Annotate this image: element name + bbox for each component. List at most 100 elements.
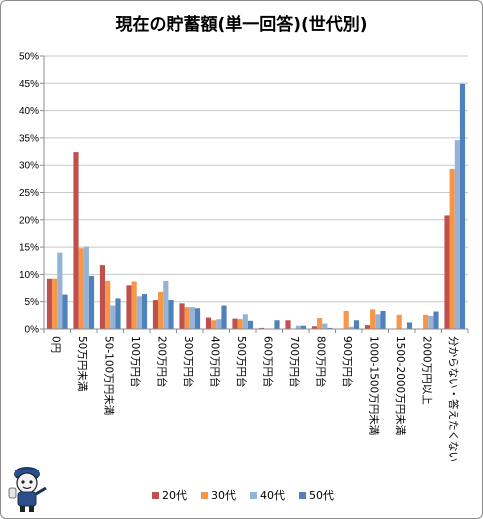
bar [300,325,307,329]
bars [46,83,466,329]
bar [364,325,371,329]
gridlines [44,55,468,303]
legend-item: 30代 [201,487,236,503]
bar [163,280,169,329]
x-category-label: 600万円台 [261,336,274,388]
x-category-label: 0円 [49,336,61,353]
legend-label: 30代 [211,489,236,502]
bar [110,305,116,329]
bar [327,327,333,329]
bar [454,140,460,329]
y-tick-label: 10% [19,270,39,281]
x-category-label: 1000-1500万円未満 [367,336,379,436]
bar [247,320,254,329]
y-tick-label: 25% [19,188,39,199]
bar [168,300,174,329]
bar [311,326,318,329]
bar [62,294,68,329]
bar [136,296,142,329]
x-category-label: 200万円台 [155,336,168,388]
bar [184,307,190,329]
x-category-label: 2000万円以上 [420,336,432,405]
bar [353,320,360,329]
bar [274,320,280,329]
y-axis-ticks: 0% 5% 10% 15% 20% 25% 30% 35% 40% 45% 50% [19,52,39,336]
y-tick-label: 50% [19,52,39,63]
bar [105,280,111,329]
bar [317,318,323,329]
bar [194,308,201,329]
legend-swatch [152,491,159,499]
bar [126,285,132,329]
bar [83,246,89,329]
bar [428,315,434,329]
legend-label: 20代 [162,489,187,502]
bar [258,327,265,329]
x-category-label: 400万円台 [208,336,221,388]
axes [40,55,469,333]
bar [158,291,164,329]
bar [370,309,376,329]
bar [285,320,291,329]
bar [216,319,222,329]
bar [295,325,301,329]
bar [444,215,450,329]
bar [88,276,95,329]
mascot-logo [8,467,47,512]
legend-swatch [299,491,306,499]
bar [189,307,195,329]
bar [322,323,328,329]
chart-title: 現在の貯蓄額(単一回答)(世代別) [115,15,368,35]
x-category-label: 300万円台 [182,336,195,388]
legend-label: 50代 [309,489,334,502]
bar [115,298,121,329]
y-tick-label: 30% [19,161,39,172]
bar [242,314,248,329]
y-tick-label: 20% [19,215,39,226]
y-tick-label: 40% [19,106,39,117]
y-tick-label: 5% [25,297,40,308]
bar [348,326,354,329]
x-category-label: 50万円未満 [76,336,88,392]
legend-item: 20代 [152,487,187,503]
x-category-label: 500万円台 [235,336,248,388]
bar [52,278,58,329]
bar [205,317,212,329]
bar [131,281,137,329]
x-category-label: 100万円台 [129,336,142,388]
x-category-label: 50-100万円未満 [102,336,114,416]
bar [152,300,159,329]
bar [179,303,185,329]
bar [375,314,381,329]
bar [141,294,148,329]
x-category-label: 1500-2000万円未満 [394,336,406,436]
x-category-label: 800万円台 [314,336,327,388]
bar [221,305,227,329]
y-tick-label: 0% [25,325,40,336]
x-category-label: 900万円台 [341,336,354,388]
bar [396,314,402,329]
legend-swatch [201,491,208,499]
bar [73,152,79,329]
bar [57,252,63,329]
bar [459,83,466,329]
bar [343,310,349,329]
legend-swatch [250,491,257,499]
y-tick-label: 35% [19,133,39,144]
legend-item: 50代 [299,487,334,503]
legend-item: 40代 [250,487,285,503]
bar [211,320,217,329]
bar [406,322,413,329]
x-axis-categories: 0円 50万円未満 50-100万円未満 100万円台 200万円台 300万円台 400万… [49,336,460,462]
y-tick-label: 45% [19,79,39,90]
bar [423,314,429,329]
bar [449,169,455,329]
bar [99,265,106,329]
bar [380,310,386,329]
bar [78,248,84,329]
y-tick-label: 15% [19,243,39,254]
bar [46,278,53,329]
x-category-label: 分からない・答えたくない [447,336,460,462]
legend-label: 40代 [260,489,285,502]
